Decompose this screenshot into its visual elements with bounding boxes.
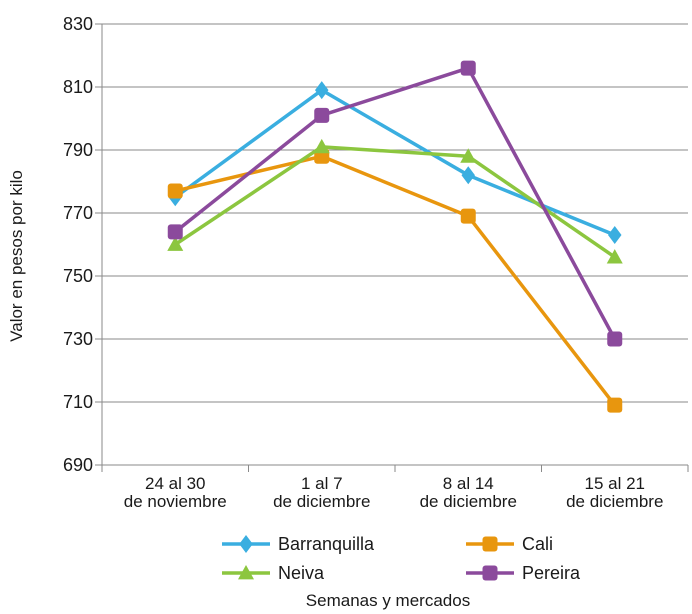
- legend-swatch-marker: [238, 565, 254, 580]
- x-tick-label-line: 24 al 30: [145, 474, 206, 493]
- x-tick-label: 8 al 14 de diciembre: [420, 474, 517, 511]
- series-line: [174, 66, 617, 340]
- legend-label: Pereira: [522, 563, 581, 583]
- y-tick-label: 690: [63, 455, 93, 475]
- series-cali: [167, 148, 623, 413]
- series-pereira: [167, 60, 623, 347]
- legend-label: Barranquilla: [278, 534, 375, 554]
- y-tick-label: 830: [63, 14, 93, 34]
- legend-item-pereira: Pereira: [466, 563, 581, 583]
- data-point: [167, 236, 184, 251]
- data-point: [460, 208, 476, 224]
- y-tick-label: 790: [63, 140, 93, 160]
- data-point: [461, 166, 475, 185]
- legend: Barranquilla Cali Neiva Pereira: [222, 534, 581, 583]
- series-barranquilla: [168, 81, 622, 245]
- legend-item-neiva: Neiva: [222, 563, 325, 583]
- legend-item-barranquilla: Barranquilla: [222, 534, 375, 554]
- y-tick-label: 710: [63, 392, 93, 412]
- series-group: [167, 60, 623, 413]
- data-point: [167, 224, 183, 240]
- legend-swatch-marker: [239, 535, 253, 553]
- data-point: [606, 249, 623, 264]
- legend-label: Neiva: [278, 563, 325, 583]
- legend-swatch-marker: [482, 536, 498, 552]
- data-point: [315, 81, 329, 100]
- y-tick-label: 730: [63, 329, 93, 349]
- x-tick-label-line: 1 al 7: [301, 474, 343, 493]
- x-tick-label: 15 al 21 de diciembre: [566, 474, 663, 511]
- data-point: [460, 60, 476, 76]
- x-tick-label: 24 al 30 de noviembre: [124, 474, 227, 511]
- series-line: [174, 154, 617, 407]
- y-tick-label: 810: [63, 77, 93, 97]
- legend-label: Cali: [522, 534, 553, 554]
- axes: [95, 23, 689, 472]
- y-axis-label: Valor en pesos por kilo: [7, 170, 26, 342]
- y-tick-label: 750: [63, 266, 93, 286]
- series-line: [174, 145, 616, 259]
- x-tick-label-line: de diciembre: [273, 492, 370, 511]
- legend-swatch-marker: [482, 565, 498, 581]
- x-tick-label: 1 al 7 de diciembre: [273, 474, 370, 511]
- x-axis-label: Semanas y mercados: [306, 591, 470, 610]
- data-point: [607, 397, 623, 413]
- data-point: [460, 148, 477, 163]
- x-tick-label-line: 8 al 14: [443, 474, 494, 493]
- x-tick-label-line: de diciembre: [420, 492, 517, 511]
- data-point: [608, 226, 622, 245]
- legend-item-cali: Cali: [466, 534, 553, 554]
- data-point: [607, 331, 623, 347]
- y-tick-labels: 690 710 730 750 770 790 810 830: [63, 14, 93, 475]
- data-point: [314, 107, 330, 123]
- y-tick-label: 770: [63, 203, 93, 223]
- x-tick-label-line: de diciembre: [566, 492, 663, 511]
- x-tick-label-line: 15 al 21: [585, 474, 646, 493]
- data-point: [313, 138, 330, 154]
- series-neiva: [167, 138, 623, 264]
- x-tick-label-line: de noviembre: [124, 492, 227, 511]
- data-point: [167, 183, 183, 199]
